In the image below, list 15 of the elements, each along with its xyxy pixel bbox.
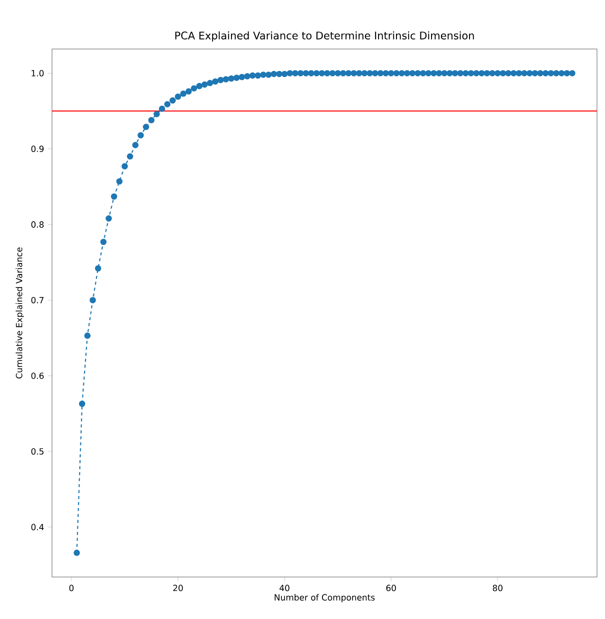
x-tick-label: 60: [386, 584, 396, 592]
x-tick-label: 20: [173, 584, 183, 592]
y-tick-label: 0.4: [31, 524, 44, 530]
y-tick-label: 0.7: [31, 296, 44, 304]
x-tick-label: 40: [280, 584, 290, 592]
x-tick-label: 80: [492, 584, 502, 592]
chart-title: PCA Explained Variance to Determine Intrinsic Dimension: [175, 31, 474, 42]
y-tick-label: 0.8: [31, 221, 44, 228]
x-axis-title: Number of Components: [274, 594, 375, 602]
x-tick-label: 0: [69, 584, 74, 592]
y-axis-title: Cumulative Explained Variance: [16, 247, 24, 378]
y-tick-label: 0.9: [31, 146, 44, 152]
y-tick-label: 1.0: [32, 70, 44, 76]
y-tick-label: 0.6: [31, 372, 44, 379]
y-tick-label: 0.5: [31, 448, 44, 455]
